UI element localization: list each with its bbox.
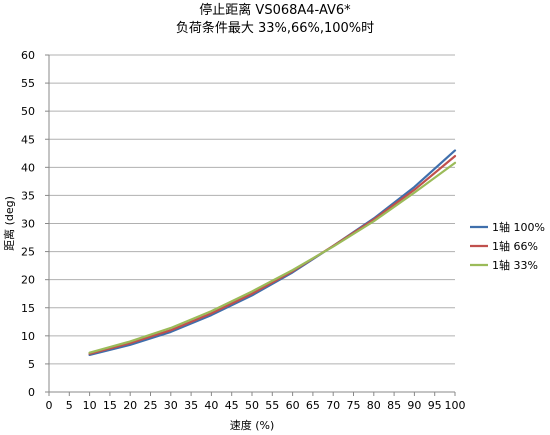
y-tick-label: 20 xyxy=(21,274,35,287)
y-tick-label: 40 xyxy=(21,161,35,174)
series-line-0 xyxy=(88,149,457,357)
y-tick-label: 0 xyxy=(28,386,35,399)
y-tick-label: 15 xyxy=(21,302,35,315)
x-tick-label: 85 xyxy=(387,399,401,412)
x-tick-label: 50 xyxy=(245,399,259,412)
y-tick-label: 35 xyxy=(21,189,35,202)
x-tick-label: 5 xyxy=(66,399,73,412)
legend: 1轴 100% 1轴 66% 1轴 33% xyxy=(470,220,545,272)
x-tick-label: 55 xyxy=(265,399,279,412)
y-tick-label: 45 xyxy=(21,133,35,146)
legend-label-0: 1轴 100% xyxy=(492,220,545,234)
x-tick-label: 15 xyxy=(103,399,117,412)
x-tick-label: 95 xyxy=(428,399,442,412)
y-tick-label: 10 xyxy=(21,330,35,343)
x-tick-label: 30 xyxy=(164,399,178,412)
y-tick-labels: 0 5 10 15 20 25 30 35 40 45 50 55 60 xyxy=(21,49,49,399)
x-tick-label: 0 xyxy=(46,399,53,412)
x-tick-label: 70 xyxy=(326,399,340,412)
x-tick-label: 60 xyxy=(286,399,300,412)
chart-title-line1: 停止距离 VS068A4-AV6* xyxy=(199,3,351,18)
legend-label-2: 1轴 33% xyxy=(492,258,538,272)
x-tick-label: 80 xyxy=(367,399,381,412)
x-tick-label: 90 xyxy=(407,399,421,412)
y-tick-label: 30 xyxy=(21,218,35,231)
x-tick-label: 40 xyxy=(204,399,218,412)
x-tick-labels: 0 5 10 15 20 25 30 35 40 45 50 55 60 65 70 75 80 85 90 95 10… xyxy=(46,392,466,412)
x-tick-label: 35 xyxy=(184,399,198,412)
series-line-1 xyxy=(88,155,457,355)
x-tick-label: 25 xyxy=(144,399,158,412)
y-tick-label: 60 xyxy=(21,49,35,62)
y-tick-label: 50 xyxy=(21,105,35,118)
y-tick-label: 55 xyxy=(21,77,35,90)
y-tick-label: 25 xyxy=(21,246,35,259)
chart-title-line2: 负荷条件最大 33%,66%,100%时 xyxy=(175,21,375,36)
series-line-2 xyxy=(88,161,457,354)
gridlines xyxy=(49,54,455,365)
chart-title: 停止距离 VS068A4-AV6* 负荷条件最大 33%,66%,100%时 xyxy=(0,2,550,38)
series-lines xyxy=(88,149,457,357)
x-tick-label: 20 xyxy=(123,399,137,412)
x-tick-label: 75 xyxy=(347,399,361,412)
x-axis-label: 速度 (%) xyxy=(230,418,275,432)
x-tick-label: 65 xyxy=(306,399,320,412)
y-axis-label: 距离 (deg) xyxy=(2,196,16,251)
x-tick-label: 10 xyxy=(83,399,97,412)
x-tick-label: 45 xyxy=(225,399,239,412)
x-tick-label: 100 xyxy=(445,399,466,412)
y-tick-label: 5 xyxy=(28,358,35,371)
legend-label-1: 1轴 66% xyxy=(492,239,538,253)
